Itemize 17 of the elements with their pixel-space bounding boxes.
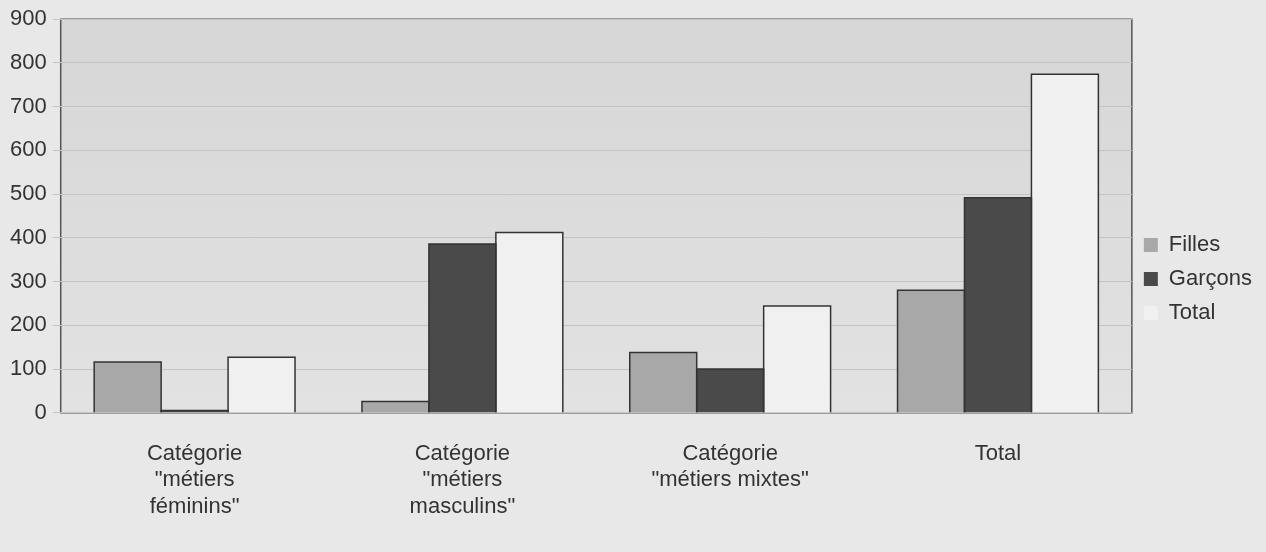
y-tick-label: 500: [9, 180, 47, 206]
legend-label: Garçons: [1168, 265, 1253, 291]
legend-label: Filles: [1168, 231, 1221, 257]
y-tick-label: 100: [9, 355, 47, 381]
y-tick-label: 800: [9, 49, 47, 74]
x-tick-label: Catégorie "métiers féminins": [146, 440, 243, 518]
y-tick-label: 300: [9, 267, 47, 293]
x-tick-label: Total: [974, 440, 1022, 466]
y-tick-label: 600: [9, 136, 47, 162]
x-tick-label: Catégorie "métiers mixtes": [651, 440, 809, 492]
y-tick-label: 0: [34, 398, 47, 424]
x-tick-label: Catégorie "métiers masculins": [409, 440, 516, 518]
y-tick-label: 900: [9, 5, 47, 31]
legend-label: Total: [1168, 299, 1216, 325]
y-tick-label: 400: [9, 223, 47, 249]
y-tick-label: 200: [9, 311, 47, 337]
y-tick-label: 700: [9, 92, 47, 118]
